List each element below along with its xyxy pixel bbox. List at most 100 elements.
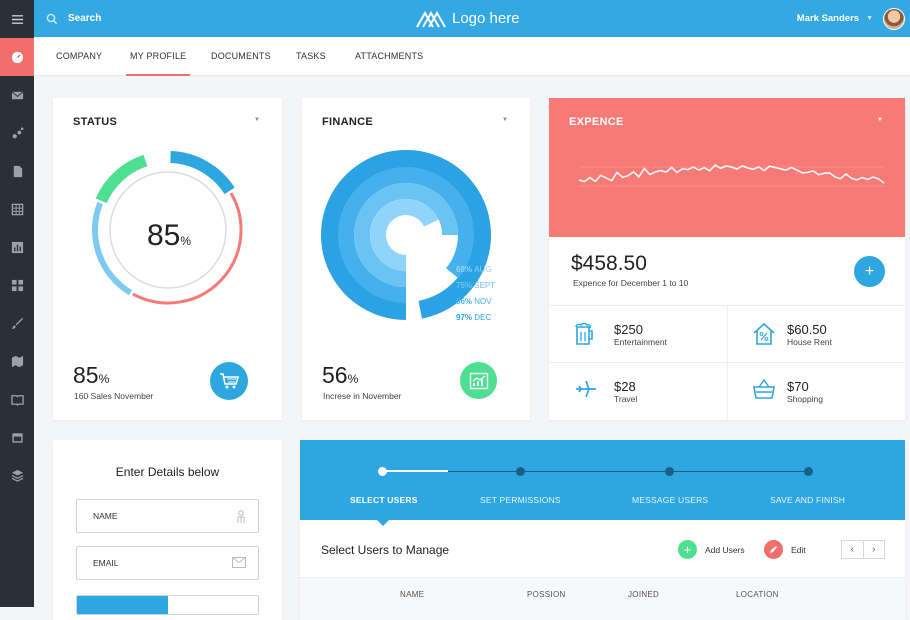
expence-item-amount: $28 <box>614 379 636 394</box>
document-icon[interactable] <box>0 152 34 190</box>
finance-value: 56% <box>322 362 359 388</box>
email-field[interactable]: EMAIL <box>76 546 259 580</box>
caret-down-icon[interactable]: ▼ <box>877 117 883 123</box>
chevron-left-icon[interactable]: ‹ <box>842 541 864 558</box>
edit-button[interactable]: Edit <box>764 540 806 559</box>
envelope-icon <box>232 557 246 568</box>
growth-chart-button[interactable] <box>460 362 497 399</box>
name-field[interactable]: NAME <box>76 499 259 533</box>
brush-icon[interactable] <box>0 304 34 342</box>
wizard-card: SELECT USERS SET PERMISSIONS MESSAGE USE… <box>300 440 905 620</box>
finance-radial-chart <box>321 150 491 320</box>
wizard-panel-title: Select Users to Manage <box>321 543 450 557</box>
expence-header: EXPENCE ▼ <box>549 98 905 237</box>
avatar[interactable] <box>883 7 905 30</box>
step-dot[interactable] <box>516 467 525 476</box>
step-pointer <box>377 520 389 526</box>
column-location[interactable]: LOCATION <box>736 590 779 599</box>
house-percent-icon <box>753 322 775 345</box>
growth-chart-icon <box>469 372 488 389</box>
expence-caption: Expence for December 1 to 10 <box>573 278 689 288</box>
status-caption: 160 Sales November <box>74 391 154 401</box>
mail-icon[interactable] <box>0 76 34 114</box>
logo-text: Logo here <box>452 10 520 27</box>
add-users-label: Add Users <box>705 544 745 555</box>
expence-item-amount: $60.50 <box>787 322 827 337</box>
expence-house-rent[interactable]: $60.50 House Rent <box>727 306 905 363</box>
graph-nodes-icon[interactable] <box>0 114 34 152</box>
calendar-icon[interactable] <box>0 418 34 456</box>
expence-item-label: Travel <box>614 394 638 404</box>
cart-button[interactable] <box>210 362 248 400</box>
user-menu[interactable]: Mark Sanders ▼ <box>797 6 905 31</box>
caret-down-icon[interactable]: ▼ <box>254 117 260 123</box>
expence-item-amount: $70 <box>787 379 809 394</box>
expence-shopping[interactable]: $70 Shopping <box>727 363 905 420</box>
ring-segment-light-blue <box>92 202 133 296</box>
step-select-users[interactable]: SELECT USERS <box>350 495 418 505</box>
form-title: Enter Details below <box>115 465 220 479</box>
divider <box>727 305 728 420</box>
map-icon[interactable] <box>0 342 34 380</box>
menu-icon[interactable] <box>0 0 34 38</box>
cart-icon <box>220 373 239 389</box>
finance-ring-aug <box>370 199 439 271</box>
table-icon[interactable] <box>0 190 34 228</box>
finance-ring-nov <box>338 167 474 303</box>
finance-ring-dec <box>321 150 491 320</box>
person-icon <box>237 510 245 523</box>
book-icon[interactable] <box>0 380 34 418</box>
legend-nov: 86% NOV <box>456 297 492 306</box>
status-title: STATUS <box>73 116 118 128</box>
expence-item-amount: $250 <box>614 322 643 337</box>
column-possion[interactable]: POSSION <box>527 590 566 599</box>
layers-icon[interactable] <box>0 456 34 494</box>
tabs-bar: COMPANY MY PROFILE DOCUMENTS TASKS ATTAC… <box>34 37 910 76</box>
form-progress[interactable] <box>76 595 259 615</box>
tab-tasks[interactable]: TASKS <box>296 51 326 61</box>
form-progress-fill <box>77 596 168 614</box>
widgets-icon[interactable] <box>0 266 34 304</box>
ring-segment-green <box>95 154 148 204</box>
finance-caption: Increse in November <box>323 391 402 401</box>
step-dot[interactable] <box>665 467 674 476</box>
caret-down-icon[interactable]: ▼ <box>502 117 508 123</box>
wizard-steps: SELECT USERS SET PERMISSIONS MESSAGE USE… <box>300 440 905 526</box>
expence-amount: $458.50 <box>571 252 647 275</box>
step-save-finish[interactable]: SAVE AND FINISH <box>770 495 846 505</box>
bar-chart-icon[interactable] <box>0 228 34 266</box>
logo[interactable]: Logo here <box>416 6 520 31</box>
chevron-down-icon: ▼ <box>866 15 873 22</box>
status-card: STATUS ▼ 85% 85% 160 Sales November <box>53 98 282 420</box>
expence-travel[interactable]: $28 Travel <box>549 363 727 420</box>
tab-company[interactable]: COMPANY <box>56 51 103 61</box>
column-name[interactable]: NAME <box>400 590 425 599</box>
tab-documents[interactable]: DOCUMENTS <box>211 51 271 61</box>
tab-attachments[interactable]: ATTACHMENTS <box>355 51 424 61</box>
expence-line-chart <box>578 164 885 187</box>
step-set-permissions[interactable]: SET PERMISSIONS <box>480 495 561 505</box>
user-name: Mark Sanders <box>796 13 860 24</box>
finance-legend: 68% AUG 75% SEPT 86% NOV 97% DEC <box>456 262 495 326</box>
name-placeholder: NAME <box>93 511 118 521</box>
plus-icon: + <box>678 540 697 559</box>
legend-sept: 75% SEPT <box>456 281 496 290</box>
status-ring-chart <box>92 151 243 305</box>
pencil-icon <box>764 540 783 559</box>
wizard-track <box>382 471 809 472</box>
step-dot[interactable] <box>804 467 813 476</box>
status-center-value: 85% <box>147 219 192 252</box>
expence-entertainment[interactable]: $250 Entertainment <box>549 306 727 363</box>
search-box[interactable]: Search <box>46 0 101 37</box>
add-expence-button[interactable]: + <box>854 256 885 287</box>
search-label: Search <box>68 13 102 24</box>
column-joined[interactable]: JOINED <box>628 590 660 599</box>
add-users-button[interactable]: + Add Users <box>678 540 745 559</box>
step-message-users[interactable]: MESSAGE USERS <box>632 495 709 505</box>
legend-dec: 97% DEC <box>456 313 492 322</box>
search-icon <box>46 13 58 24</box>
dashboard-icon[interactable] <box>0 38 34 76</box>
tab-my-profile[interactable]: MY PROFILE <box>125 37 191 76</box>
chevron-right-icon[interactable]: › <box>872 544 876 555</box>
step-dot-active[interactable] <box>378 467 387 476</box>
